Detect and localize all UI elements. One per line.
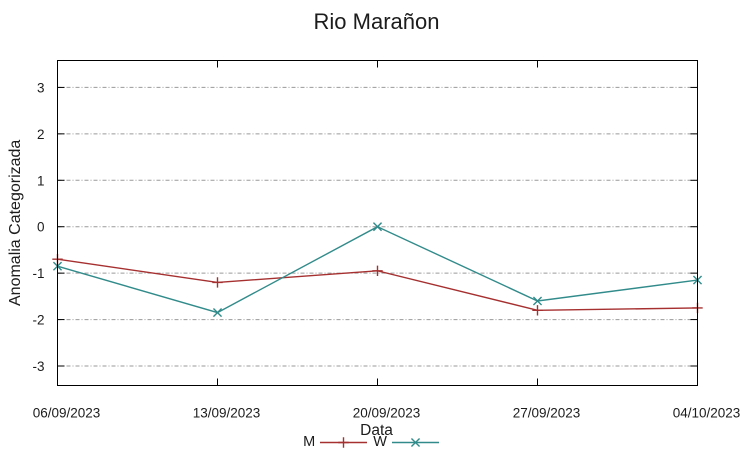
legend: M W xyxy=(0,434,743,450)
y-tick-label: 2 xyxy=(37,127,45,142)
legend-series-w-label: W xyxy=(373,434,387,450)
x-axis-label: Data xyxy=(360,422,393,439)
series-m-marker xyxy=(212,277,223,288)
y-tick-label: -2 xyxy=(32,313,44,328)
legend-series-m-sample xyxy=(320,437,368,448)
series-m-marker xyxy=(532,305,543,316)
plot-border xyxy=(57,60,698,386)
legend-item-m: M xyxy=(303,434,368,450)
x-tick-label: 13/09/2023 xyxy=(193,406,261,421)
y-tick-label: 3 xyxy=(37,80,45,95)
y-tick-label: 1 xyxy=(37,173,45,188)
y-tick-label: 0 xyxy=(37,220,45,235)
series-w-marker xyxy=(532,296,543,306)
legend-sample-marker xyxy=(410,437,420,448)
x-tick-label: 06/09/2023 xyxy=(33,406,101,421)
legend-series-w-sample xyxy=(391,437,439,448)
series-w-marker xyxy=(212,308,223,318)
legend-sample-marker xyxy=(338,437,349,448)
y-tick-label: -1 xyxy=(32,266,44,281)
x-tick-label: 27/09/2023 xyxy=(513,406,581,421)
x-tick-label: 04/10/2023 xyxy=(673,406,741,421)
chart-title: Rio Marañon xyxy=(313,9,440,34)
legend-series-m-label: M xyxy=(303,434,316,450)
y-tick-label: -3 xyxy=(32,359,44,374)
x-tick-label: 20/09/2023 xyxy=(353,406,421,421)
series-w-marker xyxy=(372,222,383,232)
series-m-marker xyxy=(372,265,383,277)
legend-item-w: W xyxy=(373,434,440,450)
